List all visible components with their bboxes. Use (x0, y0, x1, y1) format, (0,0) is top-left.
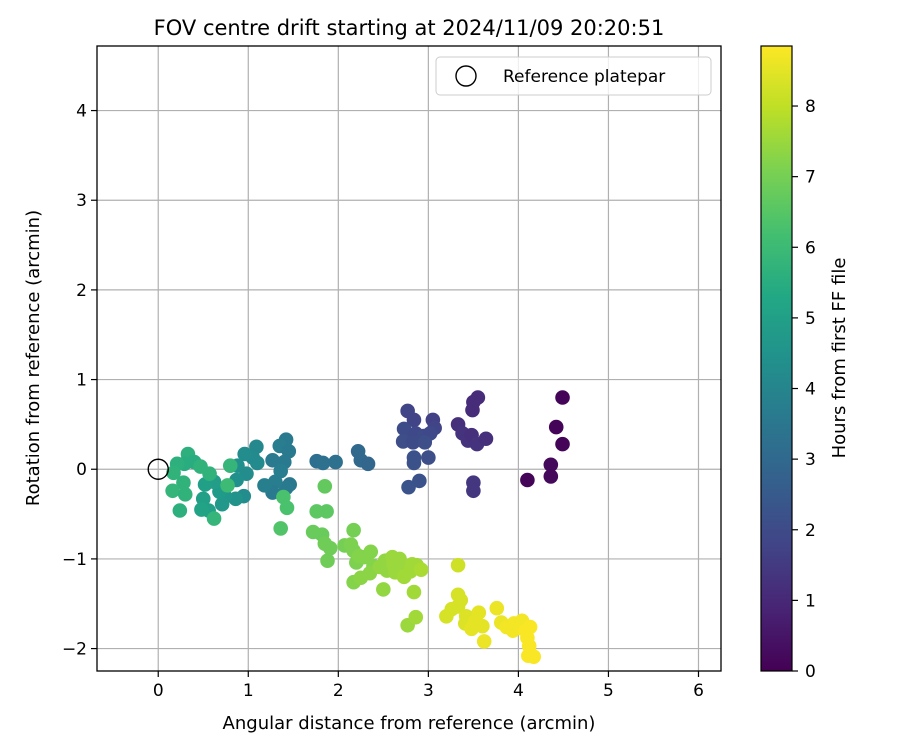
data-point (450, 557, 466, 573)
colorbar-tick-label: 2 (805, 521, 816, 541)
data-point (555, 390, 570, 405)
data-point (322, 540, 338, 556)
data-point (257, 478, 272, 493)
data-point (489, 600, 505, 616)
colorbar-tick-label: 6 (805, 238, 816, 258)
x-tick-label: 5 (603, 681, 614, 701)
x-tick-label: 2 (333, 681, 344, 701)
x-tick-label: 6 (693, 681, 704, 701)
data-point (417, 435, 433, 450)
legend: Reference platepar (435, 56, 712, 96)
data-point (317, 478, 333, 494)
data-point (406, 584, 422, 600)
data-point (202, 466, 217, 482)
x-axis-label: Angular distance from reference (arcmin) (223, 713, 596, 734)
plot-frame (96, 45, 722, 672)
data-point (406, 412, 422, 428)
x-tick-label: 3 (423, 681, 434, 701)
x-tick-label: 1 (243, 681, 254, 701)
data-point (346, 522, 361, 538)
data-point (360, 456, 376, 472)
data-point (543, 469, 559, 484)
data-point (172, 503, 188, 518)
data-point (466, 483, 481, 499)
colorbar-tick-label: 4 (805, 380, 816, 400)
y-axis-label: Rotation from reference (arcmin) (23, 210, 44, 506)
y-tick-label: 3 (76, 191, 87, 211)
data-point (476, 634, 492, 649)
legend-box (435, 56, 712, 96)
data-point (363, 544, 379, 560)
legend-entry-reference-platepar: Reference platepar (503, 67, 665, 87)
y-tick-label: −1 (62, 550, 87, 570)
colorbar-tick-label: 7 (805, 168, 816, 188)
data-point (405, 435, 421, 450)
data-point (194, 502, 209, 517)
y-axis: −2 −1 0 1 2 3 4 (62, 102, 97, 660)
data-point (406, 455, 422, 471)
data-point (408, 609, 424, 625)
data-point (273, 463, 288, 479)
colorbar-gradient (760, 45, 793, 672)
colorbar-tick-label: 3 (805, 450, 816, 470)
x-axis: 0 1 2 3 4 5 6 (153, 671, 704, 701)
data-point (376, 582, 391, 597)
x-tick-label: 4 (513, 681, 524, 701)
data-point (478, 431, 494, 447)
reference-platepar-marker (147, 458, 169, 480)
data-point (548, 419, 564, 435)
data-point (214, 496, 230, 512)
data-points (165, 390, 570, 664)
colorbar-tick-label: 8 (805, 97, 816, 117)
data-point (521, 648, 536, 664)
data-point (206, 511, 222, 526)
chart-title: FOV centre drift starting at 2024/11/09 … (154, 16, 665, 40)
colorbar-tick-label: 5 (805, 309, 816, 329)
data-point (177, 487, 193, 502)
colorbar-tick-label: 0 (805, 662, 816, 682)
data-point (195, 491, 211, 507)
grid (97, 46, 721, 671)
data-point (220, 478, 235, 493)
data-point (475, 618, 490, 634)
data-point (237, 446, 252, 462)
data-point (520, 472, 535, 488)
y-tick-label: 4 (76, 102, 87, 122)
data-point (166, 465, 181, 481)
data-point (465, 402, 480, 418)
data-point (273, 521, 288, 536)
reference-marker-layer (147, 458, 169, 480)
data-point (176, 475, 191, 490)
y-tick-label: −2 (62, 640, 87, 660)
y-tick-label: 0 (76, 460, 87, 480)
data-point (555, 436, 570, 452)
data-point (309, 504, 325, 519)
data-point (439, 609, 454, 624)
colorbar: 0 1 2 3 4 5 6 7 8 Hours from first FF file (760, 45, 850, 682)
data-point (320, 553, 335, 569)
data-point (328, 454, 343, 470)
data-point (401, 479, 416, 495)
colorbar-label: Hours from first FF file (829, 258, 850, 459)
legend-marker-reference-platepar (455, 65, 477, 87)
x-tick-label: 0 (153, 681, 164, 701)
data-point (412, 473, 427, 489)
data-point (222, 458, 238, 473)
data-point (471, 605, 487, 621)
data-point (265, 452, 280, 468)
colorbar-tick-label: 1 (805, 591, 816, 611)
data-point (543, 457, 559, 473)
data-point (165, 483, 180, 499)
colorbar-ticks: 0 1 2 3 4 5 6 7 8 (792, 97, 816, 682)
y-tick-label: 2 (76, 281, 87, 301)
y-tick-label: 1 (76, 371, 87, 391)
data-point (315, 455, 331, 471)
data-point (421, 450, 436, 465)
data-point (279, 500, 295, 516)
data-point (249, 455, 265, 471)
data-point (413, 562, 429, 577)
